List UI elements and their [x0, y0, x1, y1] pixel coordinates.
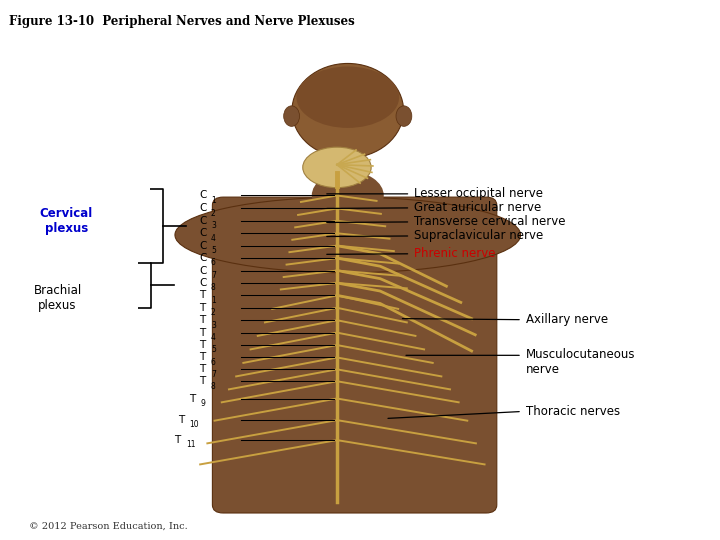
- Text: © 2012 Pearson Education, Inc.: © 2012 Pearson Education, Inc.: [29, 521, 187, 530]
- Text: 2: 2: [211, 209, 216, 218]
- Text: 5: 5: [211, 346, 216, 354]
- Text: Brachial
plexus: Brachial plexus: [33, 284, 82, 312]
- Text: C: C: [199, 228, 207, 238]
- Text: Musculocutaneous
nerve: Musculocutaneous nerve: [526, 348, 635, 376]
- Text: 2: 2: [211, 308, 216, 317]
- Text: Great auricular nerve: Great auricular nerve: [414, 201, 541, 214]
- Text: Cervical
plexus: Cervical plexus: [40, 207, 93, 235]
- Text: 3: 3: [211, 221, 216, 230]
- Text: Thoracic nerves: Thoracic nerves: [526, 405, 620, 418]
- Text: 3: 3: [211, 321, 216, 329]
- Ellipse shape: [396, 106, 412, 126]
- Text: 4: 4: [211, 234, 216, 242]
- Text: T: T: [178, 415, 184, 425]
- Text: 4: 4: [211, 333, 216, 342]
- Text: 8: 8: [211, 382, 216, 390]
- Text: 1: 1: [211, 196, 216, 205]
- Text: T: T: [199, 291, 206, 300]
- Text: T: T: [174, 435, 181, 445]
- Text: 1: 1: [211, 296, 216, 305]
- Text: Axillary nerve: Axillary nerve: [526, 313, 608, 326]
- Text: Supraclavicular nerve: Supraclavicular nerve: [414, 230, 544, 242]
- Text: C: C: [199, 191, 207, 200]
- Text: C: C: [199, 253, 207, 263]
- Text: 11: 11: [186, 441, 195, 449]
- Text: Figure 13-10  Peripheral Nerves and Nerve Plexuses: Figure 13-10 Peripheral Nerves and Nerve…: [9, 15, 354, 28]
- Text: T: T: [199, 340, 206, 350]
- Text: 5: 5: [211, 246, 216, 255]
- FancyBboxPatch shape: [212, 197, 497, 513]
- Text: C: C: [199, 266, 207, 275]
- Text: Transverse cervical nerve: Transverse cervical nerve: [414, 215, 565, 228]
- Ellipse shape: [292, 63, 403, 158]
- Text: Lesser occipital nerve: Lesser occipital nerve: [414, 187, 543, 200]
- Text: 10: 10: [189, 421, 199, 429]
- Text: 9: 9: [200, 399, 205, 408]
- Text: T: T: [199, 315, 206, 325]
- Ellipse shape: [175, 197, 521, 273]
- Text: C: C: [199, 204, 207, 213]
- Text: C: C: [199, 216, 207, 226]
- Text: Phrenic nerve: Phrenic nerve: [414, 247, 495, 260]
- Ellipse shape: [297, 66, 399, 128]
- Text: T: T: [189, 394, 195, 403]
- Text: T: T: [199, 376, 206, 386]
- Text: T: T: [199, 364, 206, 374]
- Text: T: T: [199, 353, 206, 362]
- Text: C: C: [199, 278, 207, 288]
- Text: T: T: [199, 328, 206, 338]
- Text: T: T: [199, 303, 206, 313]
- Text: 7: 7: [211, 370, 216, 379]
- Ellipse shape: [284, 106, 300, 126]
- Text: 6: 6: [211, 358, 216, 367]
- Ellipse shape: [302, 147, 372, 188]
- Text: 7: 7: [211, 271, 216, 280]
- Text: 8: 8: [211, 284, 216, 292]
- Text: 6: 6: [211, 259, 216, 267]
- Text: C: C: [199, 241, 207, 251]
- Ellipse shape: [312, 171, 384, 220]
